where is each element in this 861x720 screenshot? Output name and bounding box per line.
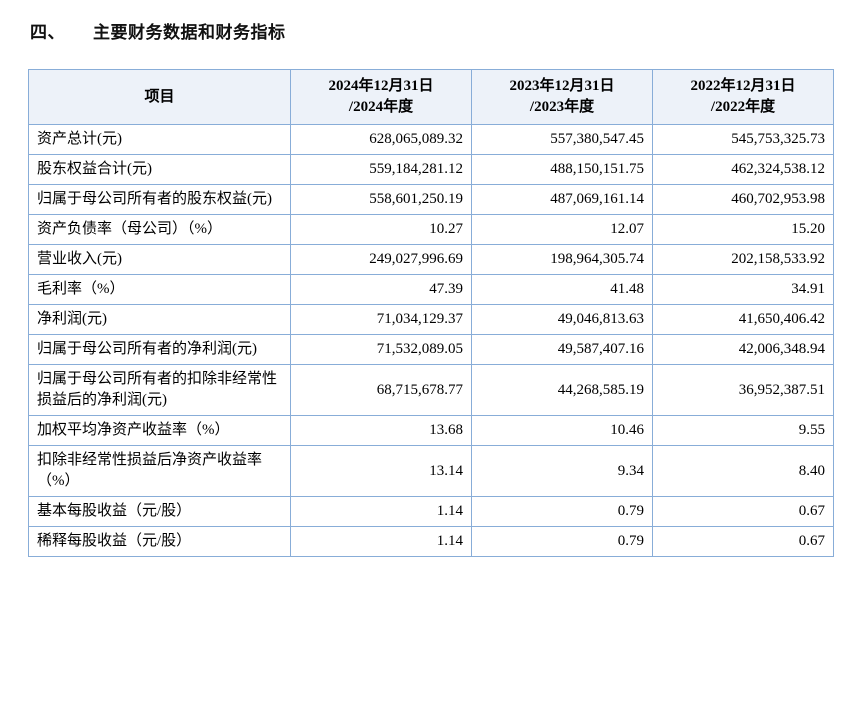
table-row: 归属于母公司所有者的净利润(元) 71,532,089.05 49,587,407.… bbox=[28, 334, 834, 365]
row-value: 559,184,281.12 bbox=[290, 154, 472, 185]
row-label: 归属于母公司所有者的净利润(元) bbox=[28, 334, 291, 365]
header-year-2022-date: 2022年12月31日 bbox=[690, 78, 796, 94]
row-value: 13.68 bbox=[290, 415, 472, 446]
row-value: 198,964,305.74 bbox=[471, 244, 653, 275]
row-value: 68,715,678.77 bbox=[290, 364, 472, 416]
row-value: 41,650,406.42 bbox=[652, 304, 834, 335]
row-value: 0.79 bbox=[471, 526, 653, 557]
table-row: 股东权益合计(元) 559,184,281.12 488,150,151.75 462… bbox=[28, 154, 834, 185]
row-label: 扣除非经常性损益后净资产收益率（%） bbox=[28, 445, 291, 497]
header-year-2023: 2023年12月31日 /2023年度 bbox=[471, 69, 653, 125]
row-value: 9.55 bbox=[652, 415, 834, 446]
row-value: 13.14 bbox=[290, 445, 472, 497]
row-value: 12.07 bbox=[471, 214, 653, 245]
table-row: 稀释每股收益（元/股） 1.14 0.79 0.67 bbox=[28, 526, 834, 557]
row-value: 460,702,953.98 bbox=[652, 184, 834, 215]
row-value: 10.46 bbox=[471, 415, 653, 446]
row-value: 10.27 bbox=[290, 214, 472, 245]
row-value: 628,065,089.32 bbox=[290, 124, 472, 155]
section-number: 四、 bbox=[30, 23, 65, 42]
row-value: 9.34 bbox=[471, 445, 653, 497]
row-label: 资产总计(元) bbox=[28, 124, 291, 155]
row-value: 71,034,129.37 bbox=[290, 304, 472, 335]
row-value: 44,268,585.19 bbox=[471, 364, 653, 416]
row-value: 36,952,387.51 bbox=[652, 364, 834, 416]
table-row: 归属于母公司所有者的扣除非经常性损益后的净利润(元) 68,715,678.77 4… bbox=[28, 364, 834, 416]
table-row: 营业收入(元) 249,027,996.69 198,964,305.74 202,1… bbox=[28, 244, 834, 275]
row-label: 加权平均净资产收益率（%） bbox=[28, 415, 291, 446]
table-row: 净利润(元) 71,034,129.37 49,046,813.63 41,650,4… bbox=[28, 304, 834, 335]
row-label: 归属于母公司所有者的扣除非经常性损益后的净利润(元) bbox=[28, 364, 291, 416]
header-year-2022-period: /2022年度 bbox=[710, 99, 776, 115]
row-value: 15.20 bbox=[652, 214, 834, 245]
header-year-2024-period: /2024年度 bbox=[348, 99, 414, 115]
row-value: 0.79 bbox=[471, 496, 653, 527]
row-value: 1.14 bbox=[290, 526, 472, 557]
row-value: 71,532,089.05 bbox=[290, 334, 472, 365]
table-row: 资产总计(元) 628,065,089.32 557,380,547.45 545,7… bbox=[28, 124, 834, 155]
row-value: 487,069,161.14 bbox=[471, 184, 653, 215]
row-label: 资产负债率（母公司）（%） bbox=[28, 214, 291, 245]
row-label: 稀释每股收益（元/股） bbox=[28, 526, 291, 557]
header-year-2024-date: 2024年12月31日 bbox=[328, 78, 434, 94]
header-year-2023-date: 2023年12月31日 bbox=[509, 78, 615, 94]
row-value: 34.91 bbox=[652, 274, 834, 305]
header-item: 项目 bbox=[28, 69, 291, 125]
financial-data-table: 项目 2024年12月31日 /2024年度 2023年12月31日 /2023… bbox=[28, 69, 834, 557]
header-year-2023-period: /2023年度 bbox=[529, 99, 595, 115]
table-row: 基本每股收益（元/股） 1.14 0.79 0.67 bbox=[28, 496, 834, 527]
row-label: 股东权益合计(元) bbox=[28, 154, 291, 185]
table-body: 资产总计(元) 628,065,089.32 557,380,547.45 545,7… bbox=[28, 124, 834, 557]
table-row: 归属于母公司所有者的股东权益(元) 558,601,250.19 487,069,1… bbox=[28, 184, 834, 215]
row-value: 545,753,325.73 bbox=[652, 124, 834, 155]
header-row: 项目 2024年12月31日 /2024年度 2023年12月31日 /2023… bbox=[28, 69, 834, 125]
row-value: 202,158,533.92 bbox=[652, 244, 834, 275]
row-value: 47.39 bbox=[290, 274, 472, 305]
header-year-2022: 2022年12月31日 /2022年度 bbox=[652, 69, 834, 125]
table-row: 毛利率（%） 47.39 41.48 34.91 bbox=[28, 274, 834, 305]
row-value: 0.67 bbox=[652, 526, 834, 557]
row-value: 49,046,813.63 bbox=[471, 304, 653, 335]
row-value: 1.14 bbox=[290, 496, 472, 527]
section-title-text: 主要财务数据和财务指标 bbox=[93, 23, 286, 42]
row-value: 49,587,407.16 bbox=[471, 334, 653, 365]
row-value: 557,380,547.45 bbox=[471, 124, 653, 155]
row-value: 558,601,250.19 bbox=[290, 184, 472, 215]
row-value: 0.67 bbox=[652, 496, 834, 527]
table-row: 资产负债率（母公司）（%） 10.27 12.07 15.20 bbox=[28, 214, 834, 245]
row-value: 41.48 bbox=[471, 274, 653, 305]
table-row: 加权平均净资产收益率（%） 13.68 10.46 9.55 bbox=[28, 415, 834, 446]
row-label: 净利润(元) bbox=[28, 304, 291, 335]
header-year-2024: 2024年12月31日 /2024年度 bbox=[290, 69, 472, 125]
row-value: 8.40 bbox=[652, 445, 834, 497]
row-value: 462,324,538.12 bbox=[652, 154, 834, 185]
row-label: 归属于母公司所有者的股东权益(元) bbox=[28, 184, 291, 215]
row-value: 488,150,151.75 bbox=[471, 154, 653, 185]
table-header: 项目 2024年12月31日 /2024年度 2023年12月31日 /2023… bbox=[28, 69, 834, 125]
row-label: 基本每股收益（元/股） bbox=[28, 496, 291, 527]
row-label: 毛利率（%） bbox=[28, 274, 291, 305]
row-value: 249,027,996.69 bbox=[290, 244, 472, 275]
table-row: 扣除非经常性损益后净资产收益率（%） 13.14 9.34 8.40 bbox=[28, 445, 834, 497]
section-title: 四、 主要财务数据和财务指标 bbox=[30, 18, 833, 43]
row-value: 42,006,348.94 bbox=[652, 334, 834, 365]
row-label: 营业收入(元) bbox=[28, 244, 291, 275]
